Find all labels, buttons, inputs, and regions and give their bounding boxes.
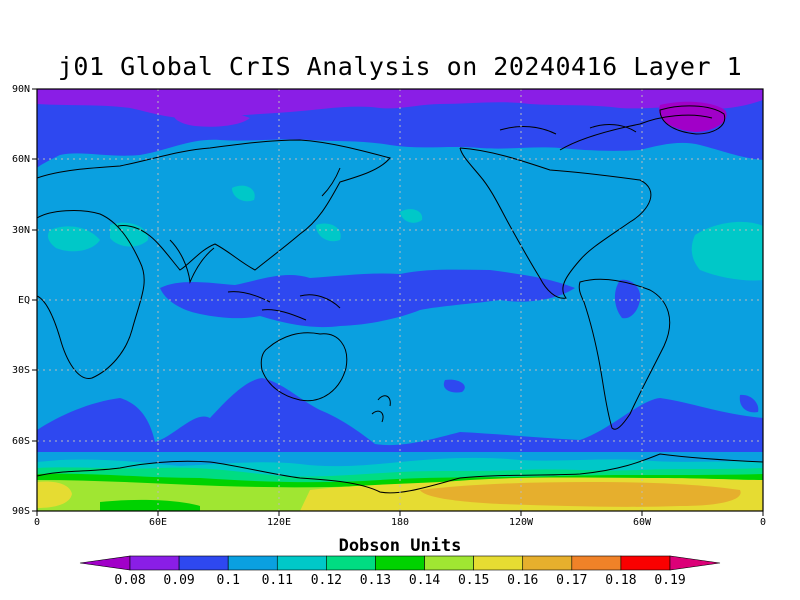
colorbar-label: 0.12 <box>311 573 342 588</box>
chart-title: j01 Global CrIS Analysis on 20240416 Lay… <box>57 52 743 81</box>
longitude-labels: 0 60E 120E 180 120W 60W 0 <box>34 517 766 528</box>
colorbar-label: 0.13 <box>360 573 391 588</box>
colorbar-segment <box>129 555 180 571</box>
colorbar-segment <box>227 555 278 571</box>
colorbar-segment <box>276 555 327 571</box>
tropical-band-region <box>160 269 575 328</box>
lat-label: 30S <box>12 365 30 376</box>
lat-label: 30N <box>12 225 30 236</box>
antarctic-max-core <box>420 482 741 507</box>
gridlines <box>37 89 763 511</box>
colorbar-segment <box>424 555 474 571</box>
colorbar-label: 0.15 <box>458 573 489 588</box>
lat-label: 60S <box>12 436 30 447</box>
colorbar-label: 0.1 <box>216 573 239 588</box>
lon-label: 180 <box>391 517 409 528</box>
colorbar-label: 0.19 <box>654 573 685 588</box>
arctic-min-core <box>659 101 727 132</box>
colorbar-segment <box>473 555 524 571</box>
lat-label: 60N <box>12 154 30 165</box>
colorbar-title: Dobson Units <box>338 536 462 556</box>
colorbar-segment <box>620 555 671 571</box>
colorbar-label: 0.14 <box>409 573 440 588</box>
colorbar-segment <box>178 555 229 571</box>
colorbar-label: 0.11 <box>262 573 293 588</box>
southern-ocean-band-region <box>37 378 763 452</box>
axis-tick-marks <box>32 88 764 516</box>
colorbar-segment <box>326 555 376 571</box>
lon-label: 120W <box>509 517 534 528</box>
lon-label: 0 <box>760 517 766 528</box>
lon-label: 60E <box>149 517 167 528</box>
lat-label: 90S <box>12 506 30 517</box>
colorbar-label: 0.16 <box>507 573 538 588</box>
colorbar-label: 0.18 <box>605 573 636 588</box>
colorbar-label: 0.09 <box>163 573 194 588</box>
colorbar-label: 0.08 <box>114 573 145 588</box>
colorbar-label: 0.17 <box>556 573 587 588</box>
lat-label: 90N <box>12 84 30 95</box>
lon-label: 120E <box>267 517 291 528</box>
lon-label: 0 <box>34 517 40 528</box>
colorbar-over-triangle <box>669 555 721 571</box>
lat-label: EQ <box>18 295 30 306</box>
coastlines <box>37 105 763 494</box>
colorbar-segment <box>375 555 425 571</box>
latitude-labels: 90N 60N 30N EQ 30S 60S 90S <box>12 84 30 517</box>
colorbar-segment <box>522 555 573 571</box>
colorbar-segment <box>571 555 622 571</box>
colorbar: 0.08 0.09 0.1 0.11 0.12 0.13 0.14 0.15 0.16 0.17 0… <box>79 555 721 588</box>
lon-label: 60W <box>633 517 652 528</box>
colorbar-under-triangle <box>79 555 131 571</box>
